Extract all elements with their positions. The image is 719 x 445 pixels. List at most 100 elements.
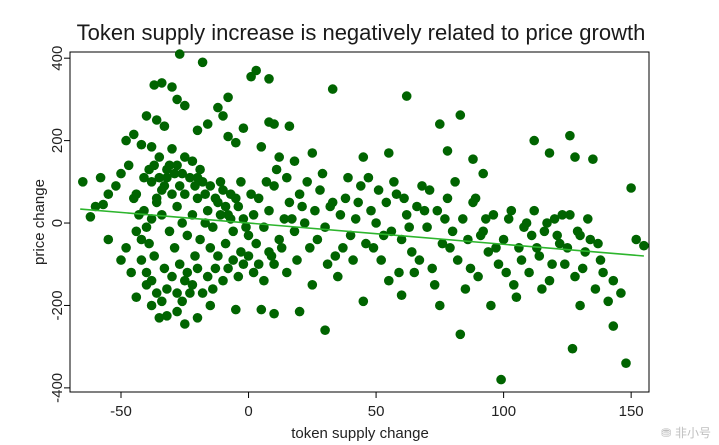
- data-point: [312, 234, 323, 245]
- data-point: [205, 181, 216, 191]
- x-tick-label: 150: [619, 403, 644, 420]
- data-point: [126, 267, 136, 278]
- data-point: [320, 222, 330, 232]
- data-point: [621, 358, 631, 369]
- data-point: [164, 160, 175, 171]
- watermark-text: ⛃ 非小号: [661, 426, 711, 440]
- data-point: [353, 197, 364, 208]
- data-point: [169, 168, 180, 179]
- data-point: [549, 214, 560, 224]
- data-point: [187, 280, 198, 290]
- data-point: [429, 280, 440, 290]
- data-point: [294, 189, 305, 199]
- data-point: [259, 275, 269, 286]
- data-point: [307, 280, 318, 290]
- data-point: [169, 243, 180, 253]
- y-tick-label: 200: [49, 128, 66, 153]
- data-point: [157, 296, 167, 307]
- data-point: [391, 189, 402, 199]
- data-point: [243, 251, 254, 261]
- data-point: [162, 284, 172, 294]
- data-point: [488, 210, 499, 220]
- data-point: [603, 296, 613, 307]
- data-point: [284, 121, 295, 131]
- data-point: [85, 212, 96, 222]
- y-tick-label: 400: [49, 46, 66, 71]
- data-point: [424, 185, 435, 195]
- data-point: [447, 226, 458, 237]
- data-point: [256, 142, 267, 152]
- data-point: [570, 271, 580, 282]
- data-point: [305, 243, 315, 253]
- data-point: [177, 296, 187, 307]
- data-point: [554, 238, 565, 249]
- data-point: [593, 238, 603, 249]
- data-point: [322, 259, 333, 270]
- data-point: [320, 325, 330, 336]
- data-point: [215, 177, 226, 187]
- data-point: [190, 181, 200, 191]
- data-point: [384, 148, 394, 158]
- data-point: [292, 255, 302, 265]
- data-point: [279, 214, 290, 224]
- data-point: [172, 201, 182, 212]
- data-point: [427, 263, 438, 274]
- data-point: [264, 205, 274, 216]
- data-point: [253, 193, 264, 204]
- data-point: [440, 214, 450, 224]
- data-point: [256, 304, 267, 315]
- data-point: [340, 193, 351, 204]
- data-point: [287, 214, 297, 224]
- data-point: [511, 292, 522, 303]
- data-point: [162, 172, 172, 183]
- data-point: [200, 189, 210, 199]
- data-point: [220, 201, 231, 212]
- data-point: [228, 255, 238, 265]
- data-point: [167, 82, 177, 92]
- data-point: [498, 234, 509, 245]
- data-point: [231, 137, 241, 148]
- data-point: [475, 230, 486, 241]
- data-point: [210, 263, 221, 274]
- data-point: [151, 193, 162, 204]
- data-point: [565, 210, 575, 220]
- data-point: [149, 160, 159, 171]
- data-point: [192, 313, 203, 323]
- data-point: [396, 234, 407, 245]
- data-point: [560, 259, 570, 270]
- data-point: [187, 156, 198, 166]
- data-point: [529, 205, 539, 216]
- data-point: [348, 255, 358, 265]
- data-point: [302, 177, 313, 187]
- data-point: [473, 271, 483, 282]
- data-point: [103, 189, 114, 199]
- data-point: [182, 267, 193, 278]
- data-point: [442, 193, 453, 204]
- data-point: [503, 214, 514, 224]
- data-point: [437, 238, 448, 249]
- data-point: [407, 247, 417, 257]
- data-point: [537, 284, 547, 294]
- data-point: [164, 226, 175, 237]
- data-point: [526, 230, 537, 241]
- data-point: [269, 259, 279, 270]
- data-point: [330, 251, 341, 261]
- data-point: [547, 259, 557, 270]
- data-point: [409, 267, 420, 278]
- data-point: [151, 115, 162, 125]
- data-point: [121, 243, 131, 253]
- data-point: [223, 263, 233, 274]
- data-point: [412, 201, 422, 212]
- data-point: [197, 288, 208, 298]
- data-point: [205, 243, 216, 253]
- data-point: [310, 205, 320, 216]
- data-point: [136, 255, 147, 265]
- data-point: [562, 243, 573, 253]
- data-point: [486, 300, 496, 311]
- data-point: [384, 275, 394, 286]
- data-point: [297, 201, 307, 212]
- data-point: [185, 288, 195, 298]
- data-point: [396, 290, 407, 301]
- data-point: [131, 189, 142, 199]
- data-point: [274, 234, 285, 245]
